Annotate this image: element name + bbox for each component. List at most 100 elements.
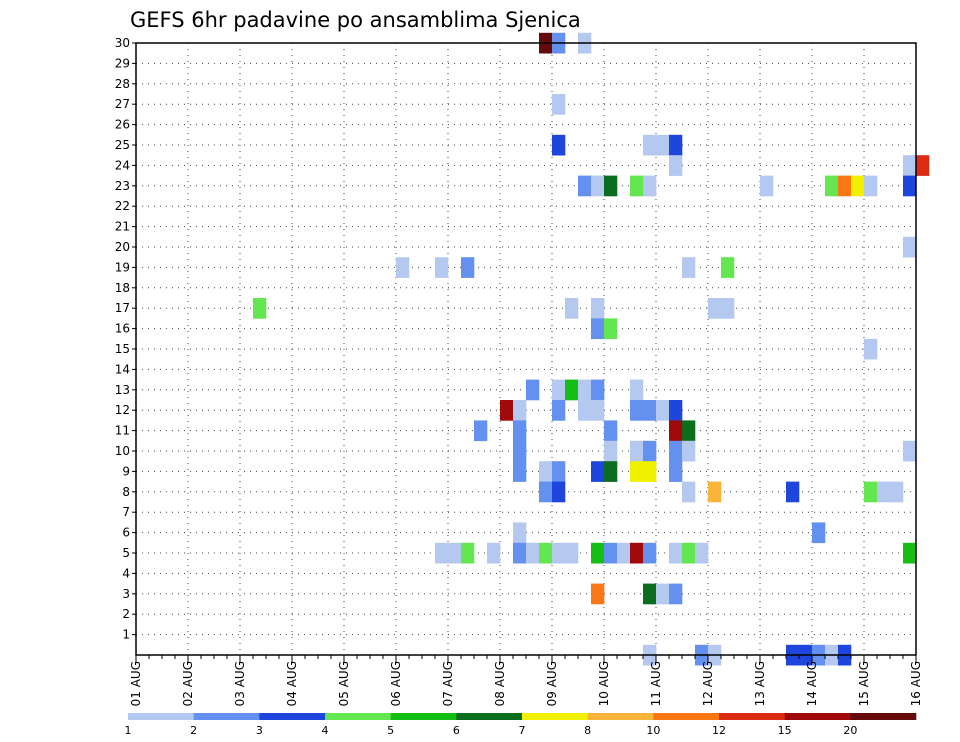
colorbar-label: 3 bbox=[256, 724, 263, 737]
y-tick-label: 19 bbox=[115, 260, 130, 274]
precip-cell bbox=[552, 379, 566, 401]
y-tick-label: 20 bbox=[115, 240, 130, 254]
precip-cell bbox=[513, 522, 527, 544]
precip-cell bbox=[630, 461, 644, 482]
precip-cell bbox=[721, 298, 735, 319]
colorbar-label: 20 bbox=[843, 724, 857, 737]
precip-cell bbox=[578, 379, 592, 401]
y-tick-label: 7 bbox=[122, 505, 130, 519]
precip-cell bbox=[656, 583, 670, 605]
precip-cell bbox=[669, 542, 683, 564]
precip-cell bbox=[903, 155, 917, 176]
precip-cell bbox=[591, 318, 605, 340]
precip-cell bbox=[643, 175, 657, 197]
precip-cell bbox=[578, 400, 592, 421]
precip-cell bbox=[630, 400, 644, 421]
y-tick-label: 28 bbox=[115, 77, 130, 91]
precip-cell bbox=[864, 338, 878, 360]
precip-cell bbox=[695, 542, 709, 564]
precip-cell bbox=[630, 175, 644, 197]
colorbar-swatch bbox=[193, 713, 260, 720]
precip-cell bbox=[604, 420, 618, 442]
colorbar-swatch bbox=[784, 713, 851, 720]
y-tick-label: 8 bbox=[122, 485, 130, 499]
precip-cell bbox=[903, 236, 917, 258]
colorbar-label: 5 bbox=[387, 724, 394, 737]
colorbar-swatch bbox=[456, 713, 523, 720]
precip-cell bbox=[526, 379, 540, 401]
y-tick-label: 24 bbox=[115, 158, 130, 172]
x-tick-label: 16 AUG bbox=[909, 661, 923, 706]
y-tick-label: 4 bbox=[122, 566, 130, 580]
x-tick-label: 08 AUG bbox=[493, 661, 507, 706]
y-tick-label: 17 bbox=[115, 301, 130, 315]
colorbar: 1 2 3 4 5 6 7 8 10 12 15 20 bbox=[125, 713, 917, 737]
precip-cell bbox=[552, 94, 566, 115]
precip-cell bbox=[604, 542, 618, 564]
y-axis: 1234567891011121314151617181920212223242… bbox=[115, 36, 136, 642]
x-tick-label: 02 AUG bbox=[181, 661, 195, 706]
precip-cell bbox=[669, 400, 683, 421]
precip-cell bbox=[656, 400, 670, 421]
precip-cell bbox=[643, 583, 657, 605]
precip-cell bbox=[513, 420, 527, 442]
colorbar-swatch bbox=[128, 713, 194, 720]
precip-cell bbox=[591, 583, 605, 605]
colorbar-swatch bbox=[653, 713, 720, 720]
y-tick-label: 11 bbox=[115, 424, 130, 438]
y-tick-label: 14 bbox=[115, 362, 130, 376]
colorbar-swatch bbox=[522, 713, 588, 720]
y-tick-label: 27 bbox=[115, 97, 130, 111]
precip-cell bbox=[877, 481, 891, 503]
y-tick-label: 21 bbox=[115, 220, 130, 234]
y-tick-label: 23 bbox=[115, 179, 130, 193]
x-tick-label: 10 AUG bbox=[597, 661, 611, 706]
precip-cell bbox=[656, 134, 670, 156]
y-tick-label: 10 bbox=[115, 444, 130, 458]
colorbar-label: 15 bbox=[778, 724, 792, 737]
precip-cell bbox=[890, 481, 904, 503]
x-tick-label: 07 AUG bbox=[441, 661, 455, 706]
colorbar-label: 4 bbox=[322, 724, 329, 737]
y-tick-label: 5 bbox=[122, 546, 130, 560]
y-tick-label: 13 bbox=[115, 383, 130, 397]
precip-cell bbox=[708, 298, 722, 319]
precip-cell bbox=[708, 481, 722, 503]
y-tick-label: 22 bbox=[115, 199, 130, 213]
y-tick-label: 3 bbox=[122, 587, 130, 601]
precip-cell bbox=[682, 481, 696, 503]
x-axis: 01 AUG 02 AUG 03 AUG 04 AUG 05 AUG 06 AUG 07 A… bbox=[129, 655, 923, 706]
colorbar-label: 12 bbox=[712, 724, 726, 737]
precip-cell bbox=[539, 461, 553, 482]
precip-cell bbox=[669, 583, 683, 605]
precip-cell bbox=[916, 155, 930, 176]
x-tick-label: 13 AUG bbox=[753, 661, 767, 706]
precip-cell bbox=[487, 542, 501, 564]
precip-cell bbox=[474, 420, 488, 442]
colorbar-label: 7 bbox=[519, 724, 526, 737]
colorbar-label: 10 bbox=[646, 724, 660, 737]
x-tick-label: 06 AUG bbox=[389, 661, 403, 706]
precip-cell bbox=[838, 175, 852, 197]
precip-cell bbox=[682, 440, 696, 462]
precip-cell bbox=[643, 400, 657, 421]
y-tick-label: 25 bbox=[115, 138, 130, 152]
precip-cell bbox=[513, 461, 527, 482]
precip-cell bbox=[565, 542, 579, 564]
precip-cell bbox=[669, 134, 683, 156]
y-tick-label: 9 bbox=[122, 464, 130, 478]
precip-cell bbox=[396, 257, 410, 278]
precip-cell bbox=[604, 318, 618, 340]
precip-cell bbox=[682, 257, 696, 278]
precip-cell bbox=[682, 542, 696, 564]
chart-title: GEFS 6hr padavine po ansamblima Sjenica bbox=[130, 8, 581, 32]
precip-cell bbox=[526, 542, 540, 564]
y-tick-label: 6 bbox=[122, 526, 130, 540]
precip-cell bbox=[552, 461, 566, 482]
precip-cell bbox=[565, 379, 579, 401]
y-tick-label: 15 bbox=[115, 342, 130, 356]
precip-cell bbox=[630, 440, 644, 462]
colorbar-swatch bbox=[325, 713, 391, 720]
precip-cell bbox=[552, 481, 566, 503]
